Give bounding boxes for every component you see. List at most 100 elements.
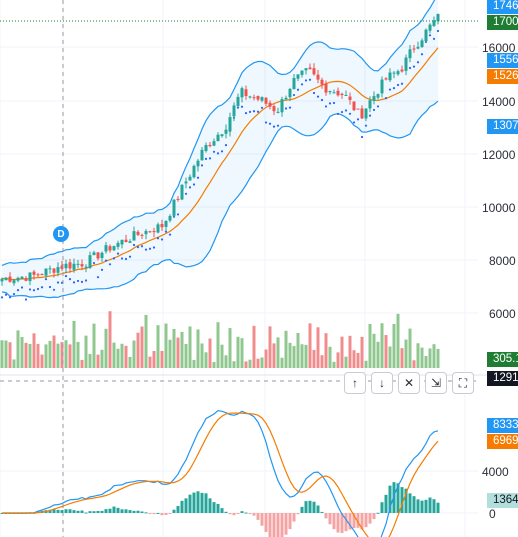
volume-bar — [120, 343, 124, 368]
candle-body — [112, 246, 116, 251]
move-pane-up-button[interactable]: ↑ — [344, 372, 366, 394]
histogram-bar — [144, 512, 148, 514]
candle-body — [420, 40, 424, 48]
candle-body — [0, 278, 4, 282]
volume-bar — [92, 323, 96, 368]
oscillator-axis[interactable]: 4000 0 — [482, 465, 509, 521]
candle-body — [400, 69, 404, 72]
volume-bar — [328, 346, 332, 368]
candle-body — [168, 215, 172, 221]
candle-body — [36, 274, 40, 276]
volume-bar — [400, 348, 404, 368]
sar-dot — [188, 186, 192, 189]
sar-dot — [408, 66, 412, 70]
candle-body — [320, 79, 324, 85]
candle-body — [96, 252, 100, 259]
sar-dot — [428, 34, 432, 37]
histogram-bar — [128, 510, 132, 513]
volume-bar — [276, 337, 280, 368]
candle-body — [380, 79, 384, 94]
histogram-bar — [264, 513, 268, 533]
volume-bar — [244, 361, 248, 368]
candle-body — [60, 265, 64, 269]
histogram-bar — [88, 511, 92, 513]
price-tick: 14000 — [482, 95, 516, 109]
candle-body — [88, 255, 92, 268]
moving-average-line — [1, 47, 439, 281]
candle-body — [120, 239, 124, 245]
volume-bar — [420, 347, 424, 368]
volume-bar — [312, 349, 316, 368]
candle-body — [336, 90, 340, 96]
candle-body — [204, 145, 208, 152]
candle-body — [136, 231, 140, 235]
sar-dot — [76, 279, 80, 283]
maximize-pane-button[interactable]: ⛶ — [452, 372, 474, 394]
volume-bar — [116, 348, 120, 368]
sar-dot — [244, 111, 248, 115]
sar-dot — [252, 110, 256, 113]
histogram-bar — [104, 509, 108, 513]
histogram-bar — [268, 513, 272, 537]
sar-dot — [412, 65, 416, 68]
volume-bar — [284, 330, 288, 368]
histogram-bar — [164, 513, 168, 515]
sar-dot — [372, 108, 376, 112]
histogram-bar — [364, 513, 368, 528]
histogram-bar — [156, 512, 160, 514]
candle-body — [252, 97, 256, 99]
candle-body — [100, 252, 104, 259]
sar-dot — [48, 285, 52, 289]
move-pane-down-button[interactable]: ↓ — [371, 372, 393, 394]
histogram-bar — [80, 510, 84, 513]
sar-dot — [328, 102, 332, 105]
volume-bar — [360, 336, 364, 368]
volume-bar — [56, 343, 60, 368]
sar-dot — [348, 112, 352, 115]
candle-body — [340, 93, 344, 96]
sar-dot — [376, 105, 380, 108]
sar-dot — [108, 263, 112, 266]
dividend-event-marker[interactable]: D — [53, 226, 69, 242]
sar-dot — [368, 114, 372, 117]
volume-bar — [348, 335, 352, 368]
sar-dot — [268, 122, 272, 125]
candle-body — [72, 263, 76, 270]
price-axis[interactable]: 18000 16000 14000 12000 10000 8000 6000 — [482, 0, 518, 321]
histogram-bar — [96, 510, 100, 513]
volume-bar — [28, 343, 32, 368]
upper-band-badge: 17468 — [487, 0, 518, 14]
volume-bar — [412, 360, 416, 368]
histogram-bar — [332, 513, 336, 530]
volume-bar — [308, 323, 312, 368]
delete-pane-button[interactable]: ✕ — [398, 372, 420, 394]
histogram-bar — [292, 513, 296, 522]
candle-body — [208, 144, 212, 147]
candle-body — [144, 230, 148, 235]
volume-bar — [220, 344, 224, 368]
candle-body — [164, 220, 168, 227]
candle-body — [216, 134, 220, 142]
histogram-bar — [408, 493, 412, 513]
histogram-bar — [348, 513, 352, 530]
sar-dot — [208, 157, 212, 160]
ma-lower-badge: 15269 — [487, 69, 518, 84]
sar-dot — [96, 276, 100, 279]
volume-bar — [108, 311, 112, 368]
histogram-bar — [328, 513, 332, 525]
candle-body — [368, 100, 372, 109]
histogram-bar — [76, 510, 80, 513]
volume-bar — [292, 346, 296, 368]
candle-body — [424, 29, 428, 42]
osc-tick: 0 — [489, 507, 496, 521]
sar-dot — [100, 268, 104, 271]
sar-dot — [192, 183, 196, 186]
volume-bar — [168, 339, 172, 368]
sar-dot — [24, 298, 28, 301]
histogram-bar — [356, 513, 360, 528]
collapse-pane-button[interactable]: ⇲ — [425, 372, 447, 394]
sar-dot — [212, 150, 216, 153]
histogram-bar — [372, 513, 376, 520]
histogram-bar — [60, 510, 64, 513]
